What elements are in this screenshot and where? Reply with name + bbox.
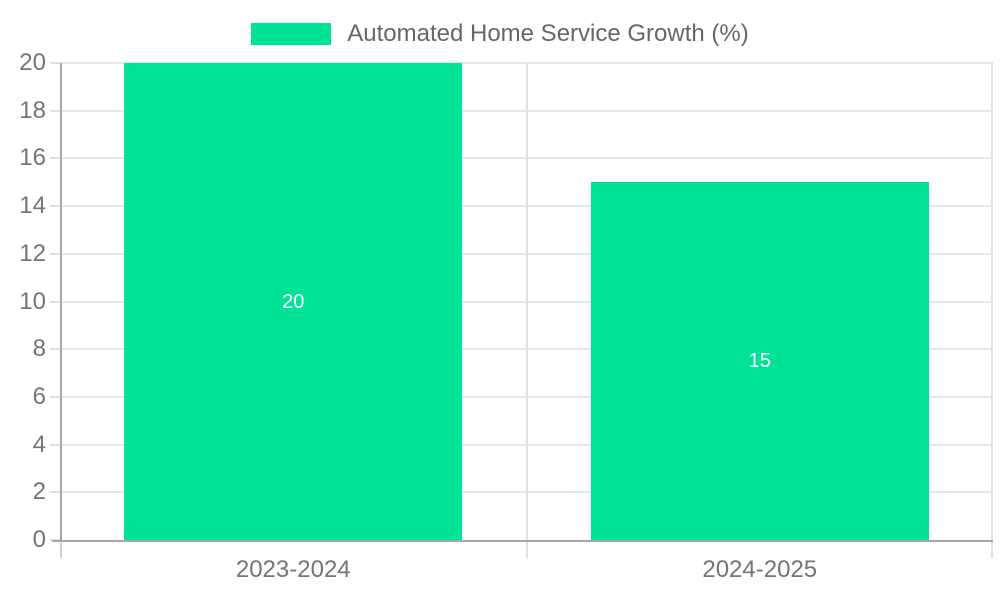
y-tick-label-4: 4 (32, 430, 46, 458)
bar-value-label-2024-2025: 15 (748, 350, 771, 373)
plot-area: 20 15 (60, 62, 993, 558)
y-tick-20 (50, 62, 60, 64)
y-tick-label-12: 12 (19, 239, 46, 267)
y-axis-line (60, 63, 62, 542)
y-tick-label-2: 2 (32, 478, 46, 506)
y-tick-8 (50, 348, 60, 351)
y-tick-16 (50, 157, 60, 160)
x-category-label-2024-2025: 2024-2025 (702, 556, 818, 583)
y-tick-label-14: 14 (19, 192, 46, 220)
bar-2024-2025[interactable]: 15 (590, 182, 929, 540)
y-tick-label-0: 0 (32, 526, 46, 553)
y-tick-label-20: 20 (19, 49, 46, 76)
gridline-x-2 (991, 63, 993, 558)
y-tick-12 (50, 252, 60, 255)
y-tick-14 (50, 205, 60, 208)
y-tick-10 (50, 300, 60, 303)
x-category-label-2023-2024: 2023-2024 (235, 556, 351, 583)
legend-series-label: Automated Home Service Growth (%) (347, 20, 749, 47)
legend-swatch (251, 23, 332, 45)
x-axis-line (52, 540, 993, 542)
y-tick-label-6: 6 (32, 382, 46, 410)
y-tick-18 (50, 109, 60, 112)
y-tick-4 (50, 443, 60, 446)
y-axis-bottom-tick (60, 542, 62, 558)
y-tick-2 (50, 491, 60, 494)
y-tick-label-18: 18 (19, 96, 46, 124)
y-tick-label-8: 8 (32, 335, 46, 363)
bar-value-label-2023-2024: 20 (282, 290, 305, 313)
y-tick-6 (50, 395, 60, 398)
gridline-x-1 (525, 63, 528, 558)
legend[interactable]: Automated Home Service Growth (%) (0, 20, 1000, 48)
y-tick-label-16: 16 (19, 144, 46, 172)
bar-2023-2024[interactable]: 20 (124, 63, 463, 540)
y-tick-label-10: 10 (19, 287, 46, 315)
